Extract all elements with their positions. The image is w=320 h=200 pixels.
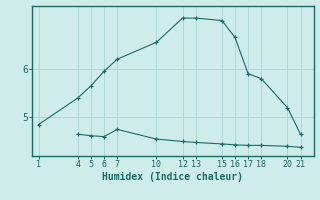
X-axis label: Humidex (Indice chaleur): Humidex (Indice chaleur): [102, 172, 243, 182]
